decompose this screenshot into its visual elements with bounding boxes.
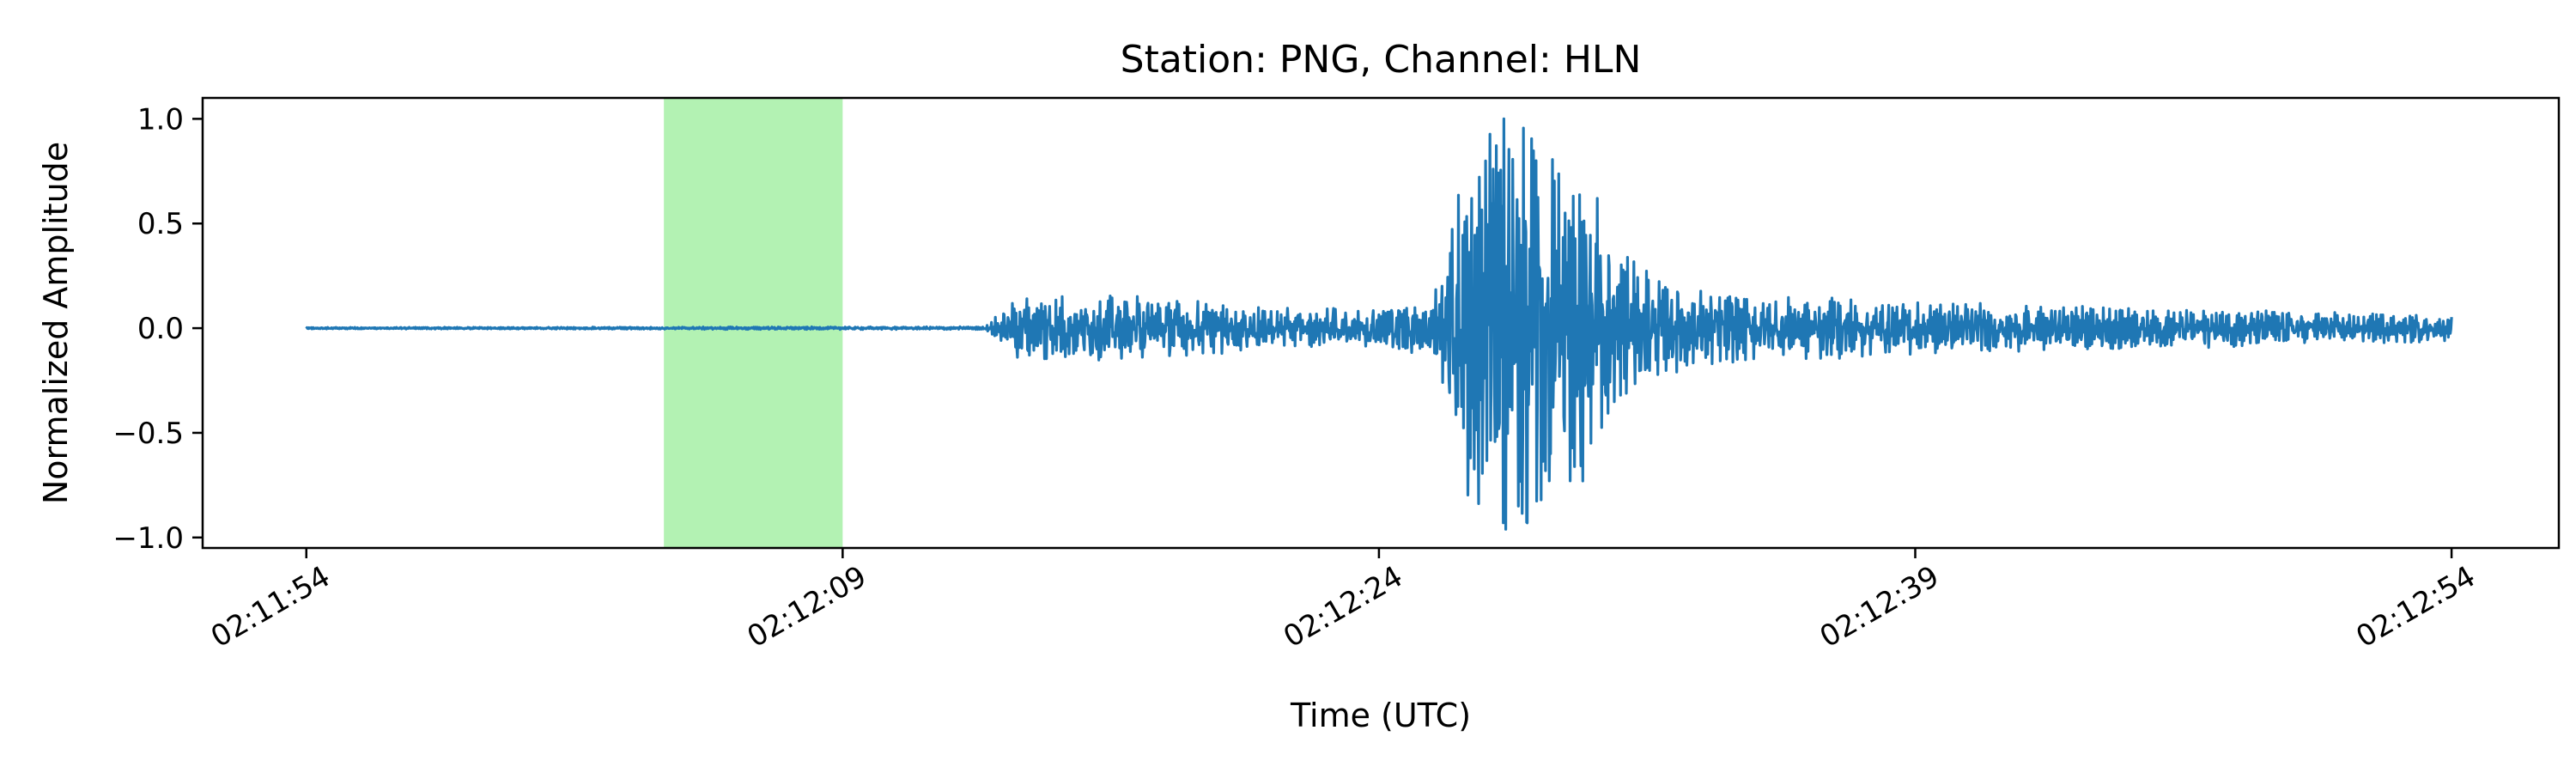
y-tick-label: 0.0 — [137, 312, 184, 346]
y-tick-label: −1.0 — [112, 521, 184, 556]
y-tick-label: −0.5 — [112, 417, 184, 451]
y-axis: −1.0 −0.5 0.0 0.5 1.0 — [112, 102, 203, 556]
series-layer — [305, 117, 2453, 531]
highlight-span — [664, 98, 843, 548]
x-axis-label: Time (UTC) — [1290, 697, 1471, 734]
y-axis-label: Normalized Amplitude — [37, 142, 75, 504]
highlight-span-layer — [664, 98, 843, 548]
y-tick-label: 0.5 — [137, 207, 184, 241]
chart-title: Station: PNG, Channel: HLN — [1121, 38, 1642, 82]
y-tick-label: 1.0 — [137, 102, 184, 137]
waveform-line — [305, 117, 2453, 531]
plot-frame — [201, 96, 2561, 550]
